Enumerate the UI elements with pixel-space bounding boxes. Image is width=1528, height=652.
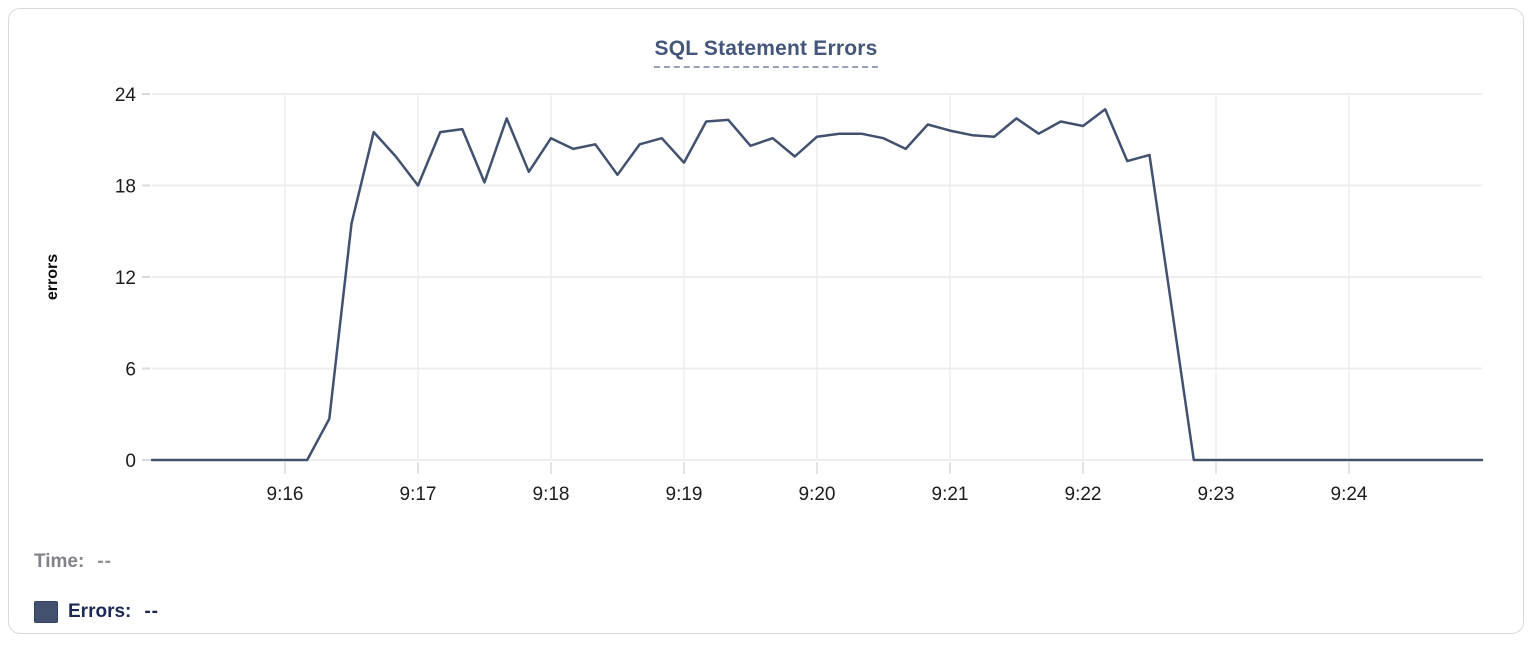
x-tick-label: 9:16 bbox=[267, 484, 304, 505]
y-tick-label: 24 bbox=[115, 85, 137, 106]
time-value: -- bbox=[97, 551, 112, 572]
errors-series-swatch bbox=[34, 601, 58, 623]
x-tick-label: 9:19 bbox=[666, 484, 703, 505]
y-tick-label: 6 bbox=[125, 360, 136, 381]
x-tick-label: 9:17 bbox=[400, 484, 437, 505]
x-tick-label: 9:20 bbox=[799, 484, 836, 505]
x-tick-label: 9:21 bbox=[932, 484, 969, 505]
legend-errors-row: Errors: -- bbox=[34, 601, 159, 623]
errors-label: Errors: bbox=[68, 601, 132, 622]
x-tick-label: 9:18 bbox=[533, 484, 570, 505]
chart-card: SQL Statement Errors 0 6 12 18 24 errors 9:16 9… bbox=[8, 8, 1524, 634]
errors-series-line bbox=[150, 108, 1484, 462]
x-tick-label: 9:23 bbox=[1198, 484, 1235, 505]
y-tick-label: 12 bbox=[115, 268, 136, 289]
y-tick-label: 0 bbox=[125, 451, 136, 472]
readout-time-row: Time: -- bbox=[34, 551, 112, 573]
y-axis-title: errors bbox=[44, 254, 61, 300]
x-axis: 9:16 9:17 9:18 9:19 9:20 9:21 9:22 9:23 9:24 bbox=[267, 462, 1368, 505]
y-axis: 0 6 12 18 24 errors bbox=[44, 85, 150, 472]
chart-header: SQL Statement Errors bbox=[9, 37, 1523, 68]
x-tick-label: 9:22 bbox=[1065, 484, 1102, 505]
series bbox=[150, 108, 1484, 462]
y-tick-label: 18 bbox=[115, 177, 136, 198]
gridlines bbox=[152, 93, 1482, 461]
x-tick-label: 9:24 bbox=[1331, 484, 1368, 505]
time-label: Time: bbox=[34, 551, 85, 572]
chart-title[interactable]: SQL Statement Errors bbox=[654, 37, 878, 68]
errors-value: -- bbox=[144, 601, 160, 622]
